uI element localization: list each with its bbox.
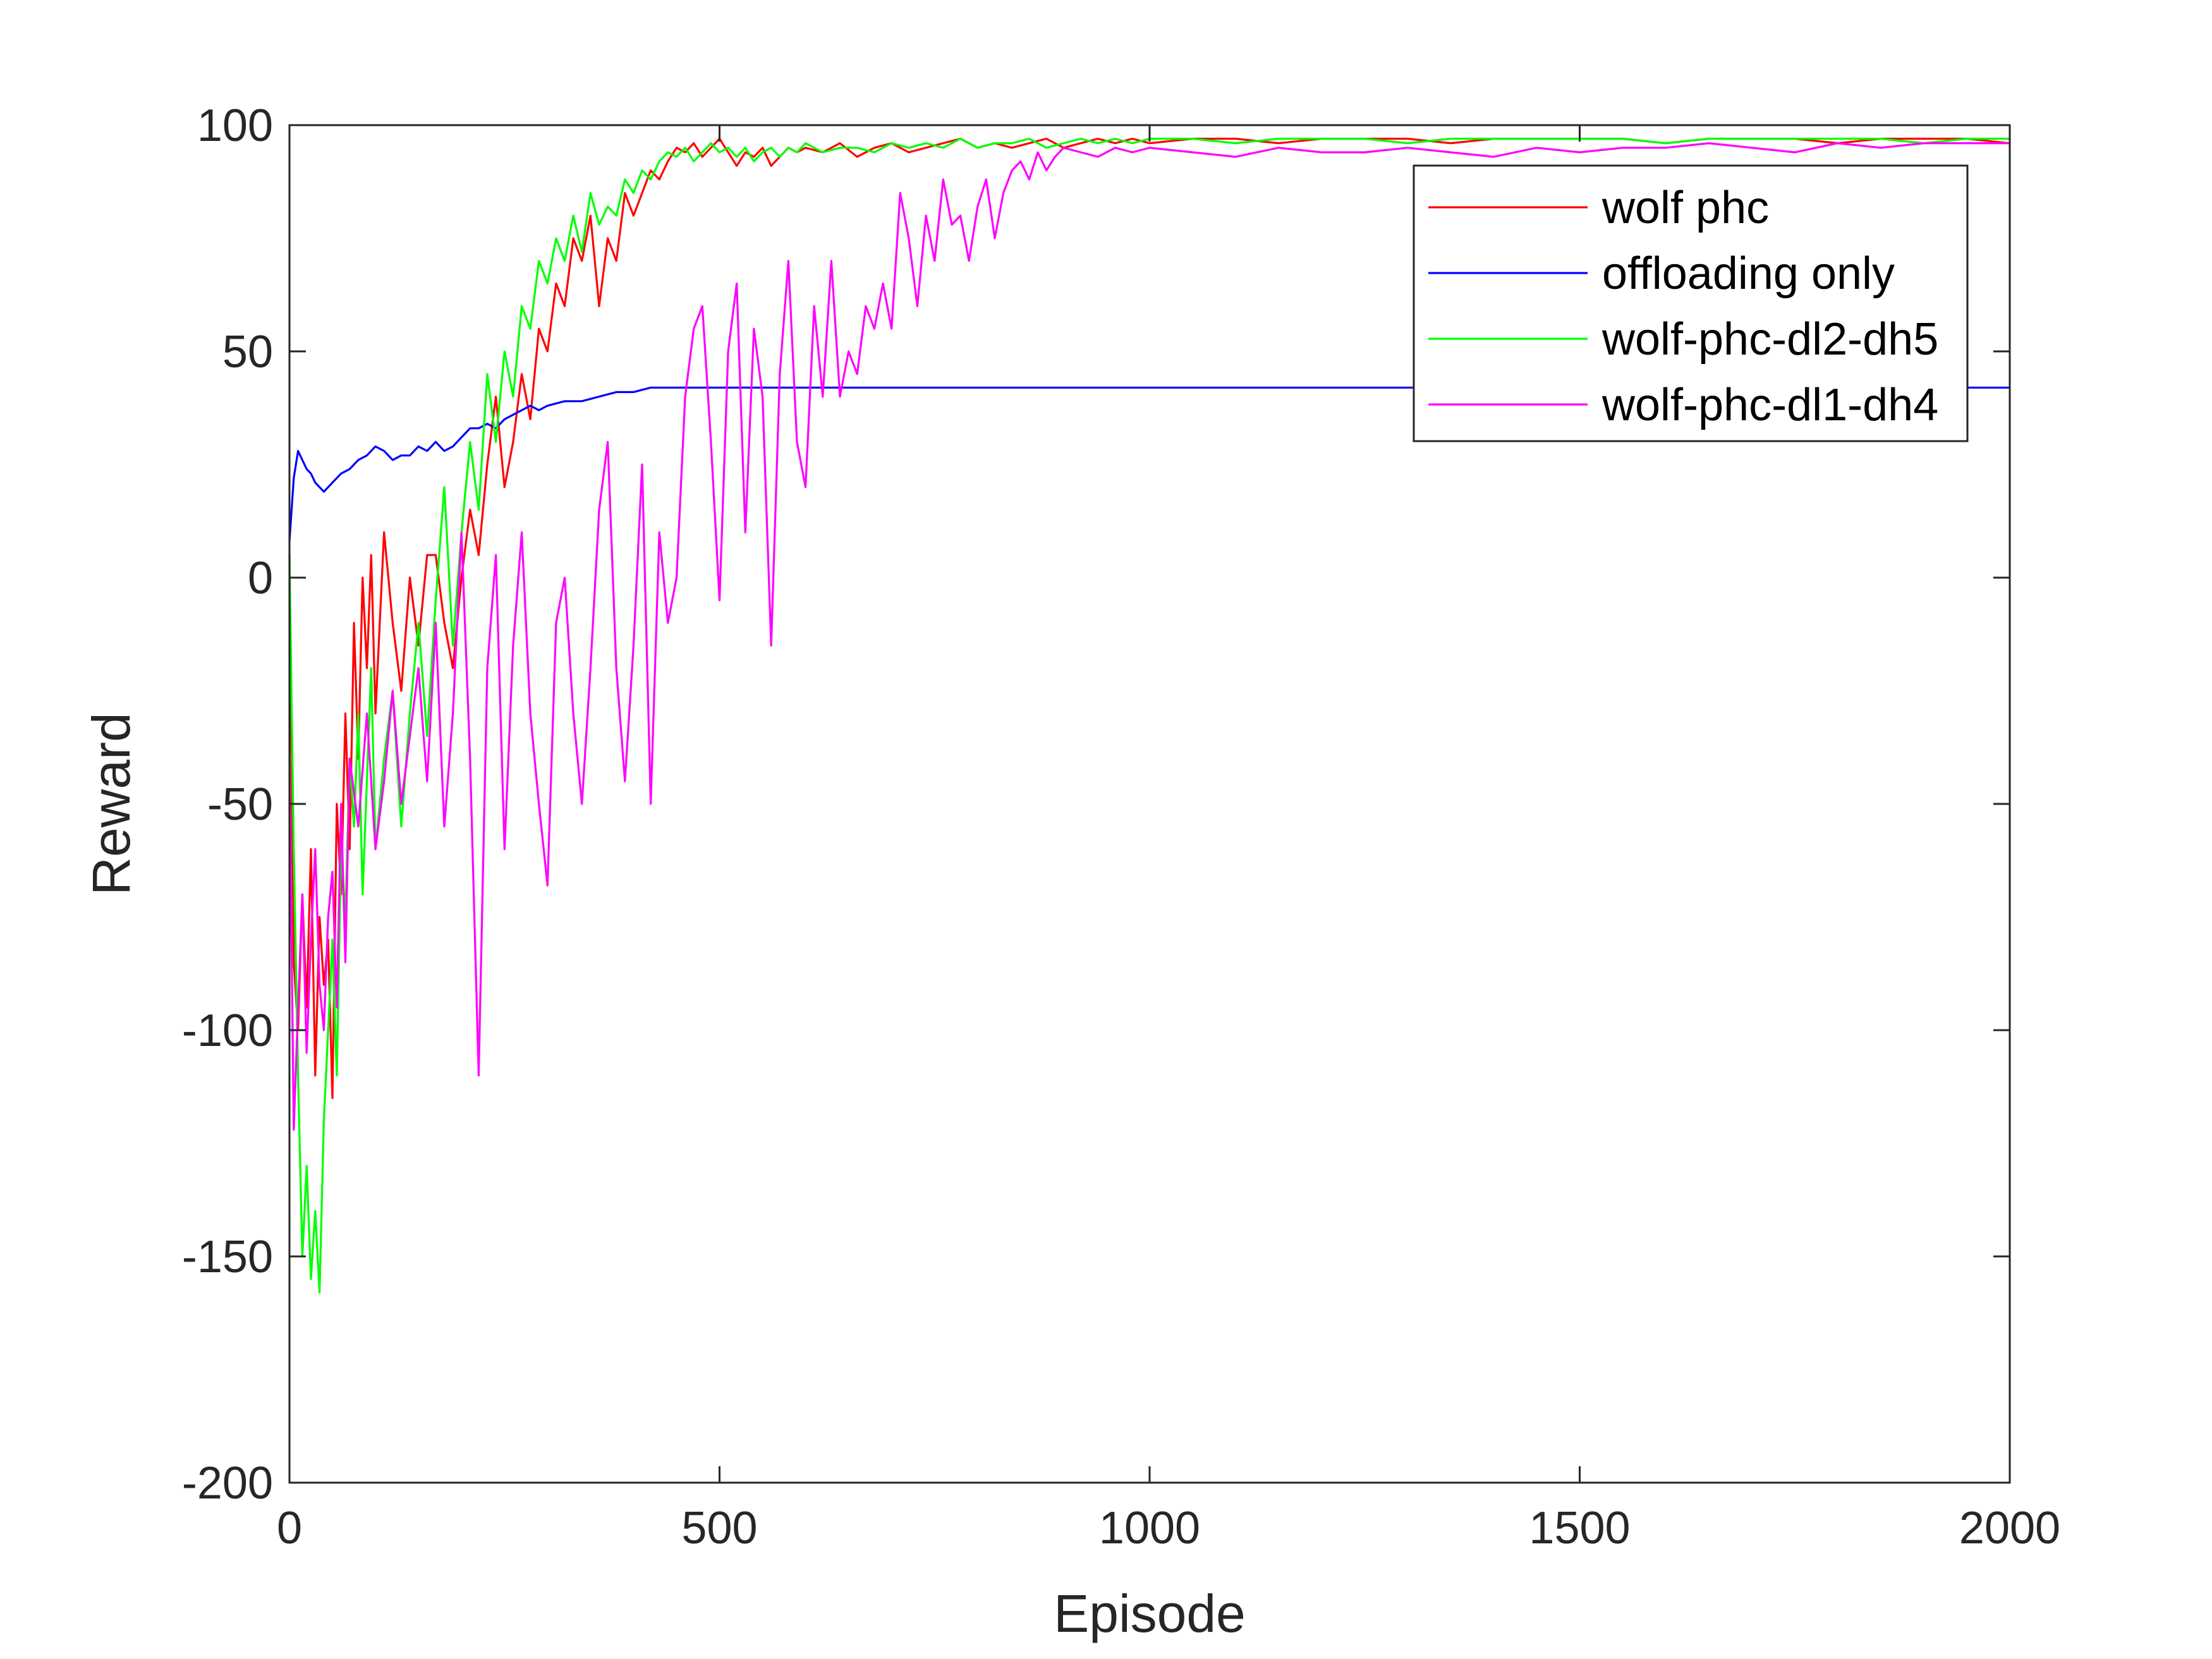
- x-tick-label: 500: [681, 1503, 757, 1553]
- y-tick-label: 0: [248, 553, 273, 604]
- y-axis-label: Reward: [82, 712, 141, 895]
- legend-box: [1413, 164, 1969, 442]
- series-line-4: [288, 142, 2011, 1131]
- y-tick-label: 100: [197, 100, 273, 151]
- y-tick-label: -50: [207, 779, 273, 830]
- y-tick-label: -150: [182, 1232, 273, 1282]
- x-tick-label: 0: [277, 1503, 302, 1553]
- y-axis: -200 -150 -100 -50 0 50 100: [182, 100, 2010, 1509]
- legend-label-2: offloading only: [1602, 248, 1895, 299]
- x-axis-label: Episode: [1054, 1584, 1246, 1643]
- series-layer: [288, 137, 2011, 1294]
- legend: wolf phc offloading only wolf-phc-dl2-dh5 w…: [1413, 164, 1969, 442]
- series-line-1: [288, 137, 2011, 1099]
- x-tick-label: 1500: [1529, 1503, 1630, 1553]
- y-tick-label: -200: [182, 1458, 273, 1509]
- y-tick-label: -100: [182, 1006, 273, 1056]
- legend-label-1: wolf phc: [1601, 183, 1769, 233]
- x-axis: 0 500 1000 1500 2000: [277, 125, 2060, 1553]
- legend-label-3: wolf-phc-dl2-dh5: [1601, 314, 1938, 365]
- x-tick-label: 1000: [1099, 1503, 1200, 1553]
- series-line-2: [288, 386, 2011, 543]
- y-tick-label: 50: [222, 327, 273, 377]
- legend-label-4: wolf-phc-dl1-dh4: [1601, 380, 1938, 430]
- x-tick-label: 2000: [1959, 1503, 2060, 1553]
